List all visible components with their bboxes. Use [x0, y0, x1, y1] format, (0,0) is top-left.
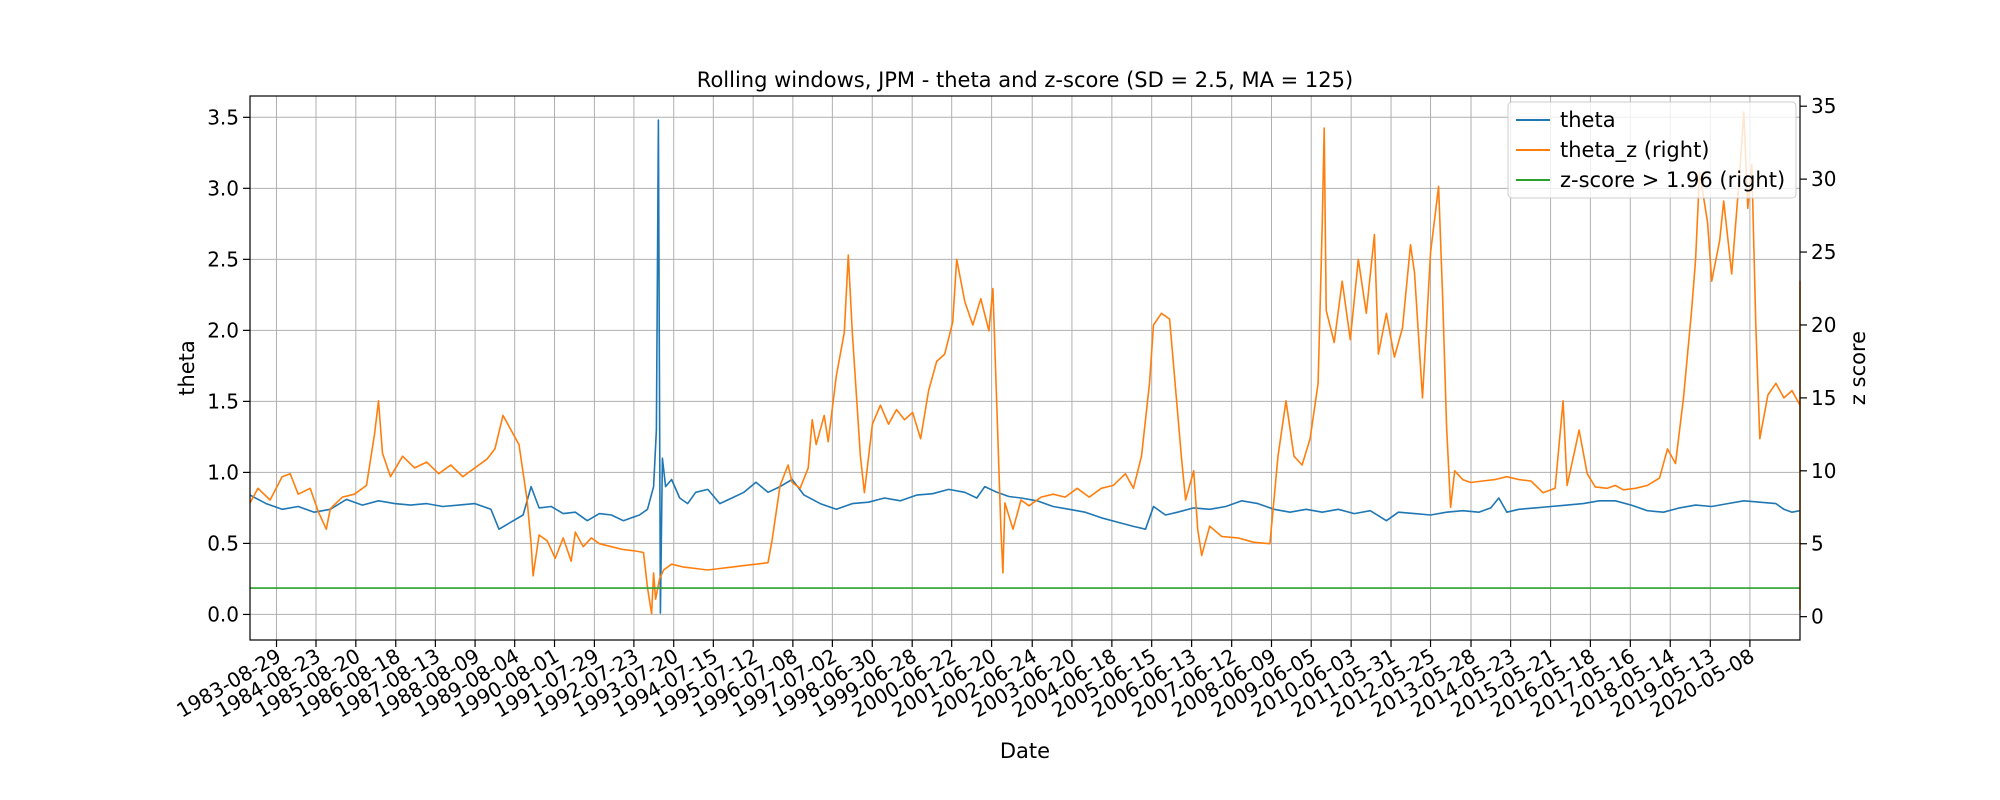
y-tick-label: 3.5: [207, 105, 239, 129]
y-tick-label: 0.0: [207, 602, 239, 626]
y-axis-right: 0 5 10 15 20 25 30 35: [1800, 94, 1836, 629]
x-axis-label: Date: [1000, 739, 1050, 763]
legend: theta theta_z (right) z-score > 1.96 (righ…: [1507, 101, 1797, 199]
chart-title: Rolling windows, JPM - theta and z-score…: [697, 68, 1353, 92]
y-right-tick-label: 10: [1811, 459, 1836, 483]
y-right-tick-label: 35: [1811, 94, 1836, 118]
legend-label: z-score > 1.96 (right): [1560, 168, 1785, 192]
legend-label: theta_z (right): [1560, 138, 1710, 163]
y-tick-label: 3.0: [207, 176, 239, 200]
y-right-tick-label: 0: [1811, 605, 1824, 629]
y-axis-left-label: theta: [175, 340, 199, 396]
y-axis-right-label: z score: [1846, 331, 1870, 405]
y-tick-label: 2.5: [207, 247, 239, 271]
y-axis-left: 0.0 0.5 1.0 1.5 2.0 2.5 3.0 3.5: [207, 105, 250, 626]
y-right-tick-label: 15: [1811, 386, 1836, 410]
y-right-tick-label: 20: [1811, 313, 1836, 337]
plot-frame: [249, 95, 1801, 641]
y-right-tick-label: 30: [1811, 167, 1836, 191]
y-tick-label: 0.5: [207, 531, 239, 555]
y-tick-label: 1.5: [207, 389, 239, 413]
series-line-theta: [249, 119, 1801, 614]
series-line-theta-z-right: [249, 111, 1801, 615]
y-right-tick-label: 25: [1811, 240, 1836, 264]
legend-label: theta: [1560, 108, 1616, 132]
y-right-tick-label: 5: [1811, 532, 1824, 556]
y-tick-label: 2.0: [207, 318, 239, 342]
grid-lines: [250, 96, 1800, 640]
legend-box: [1507, 101, 1797, 199]
y-tick-label: 1.0: [207, 460, 239, 484]
series-lines: [249, 111, 1801, 615]
x-axis: 1983-08-291984-08-231985-08-201986-08-18…: [172, 640, 1758, 722]
